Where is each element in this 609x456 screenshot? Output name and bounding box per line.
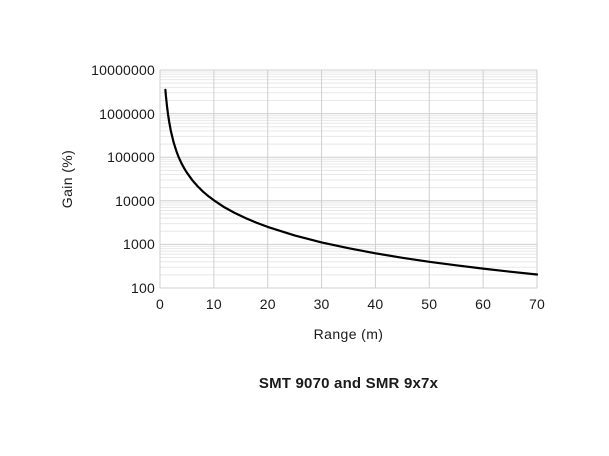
y-tick-label: 100 (131, 280, 155, 296)
x-tick-label: 0 (156, 296, 164, 312)
y-tick-label: 10000000 (91, 62, 155, 78)
y-tick-label: 10000 (115, 192, 155, 209)
y-axis-title: Gain (%) (59, 149, 75, 209)
y-tick-label: 1000 (123, 236, 155, 253)
x-tick-label: 50 (421, 296, 438, 312)
y-tick-label: 1000000 (99, 105, 155, 122)
x-tick-label: 70 (529, 296, 545, 312)
x-tick-label: 30 (313, 296, 330, 312)
x-tick-label: 20 (259, 296, 276, 312)
chart-title: SMT 9070 and SMR 9x7x (258, 375, 439, 392)
x-tick-label: 40 (367, 296, 384, 312)
x-tick-label: 10 (205, 296, 222, 312)
y-tick-label: 100000 (107, 149, 155, 166)
x-tick-label: 60 (475, 296, 492, 312)
gain-curve (164, 88, 539, 276)
x-axis-title: Range (m) (313, 326, 384, 342)
